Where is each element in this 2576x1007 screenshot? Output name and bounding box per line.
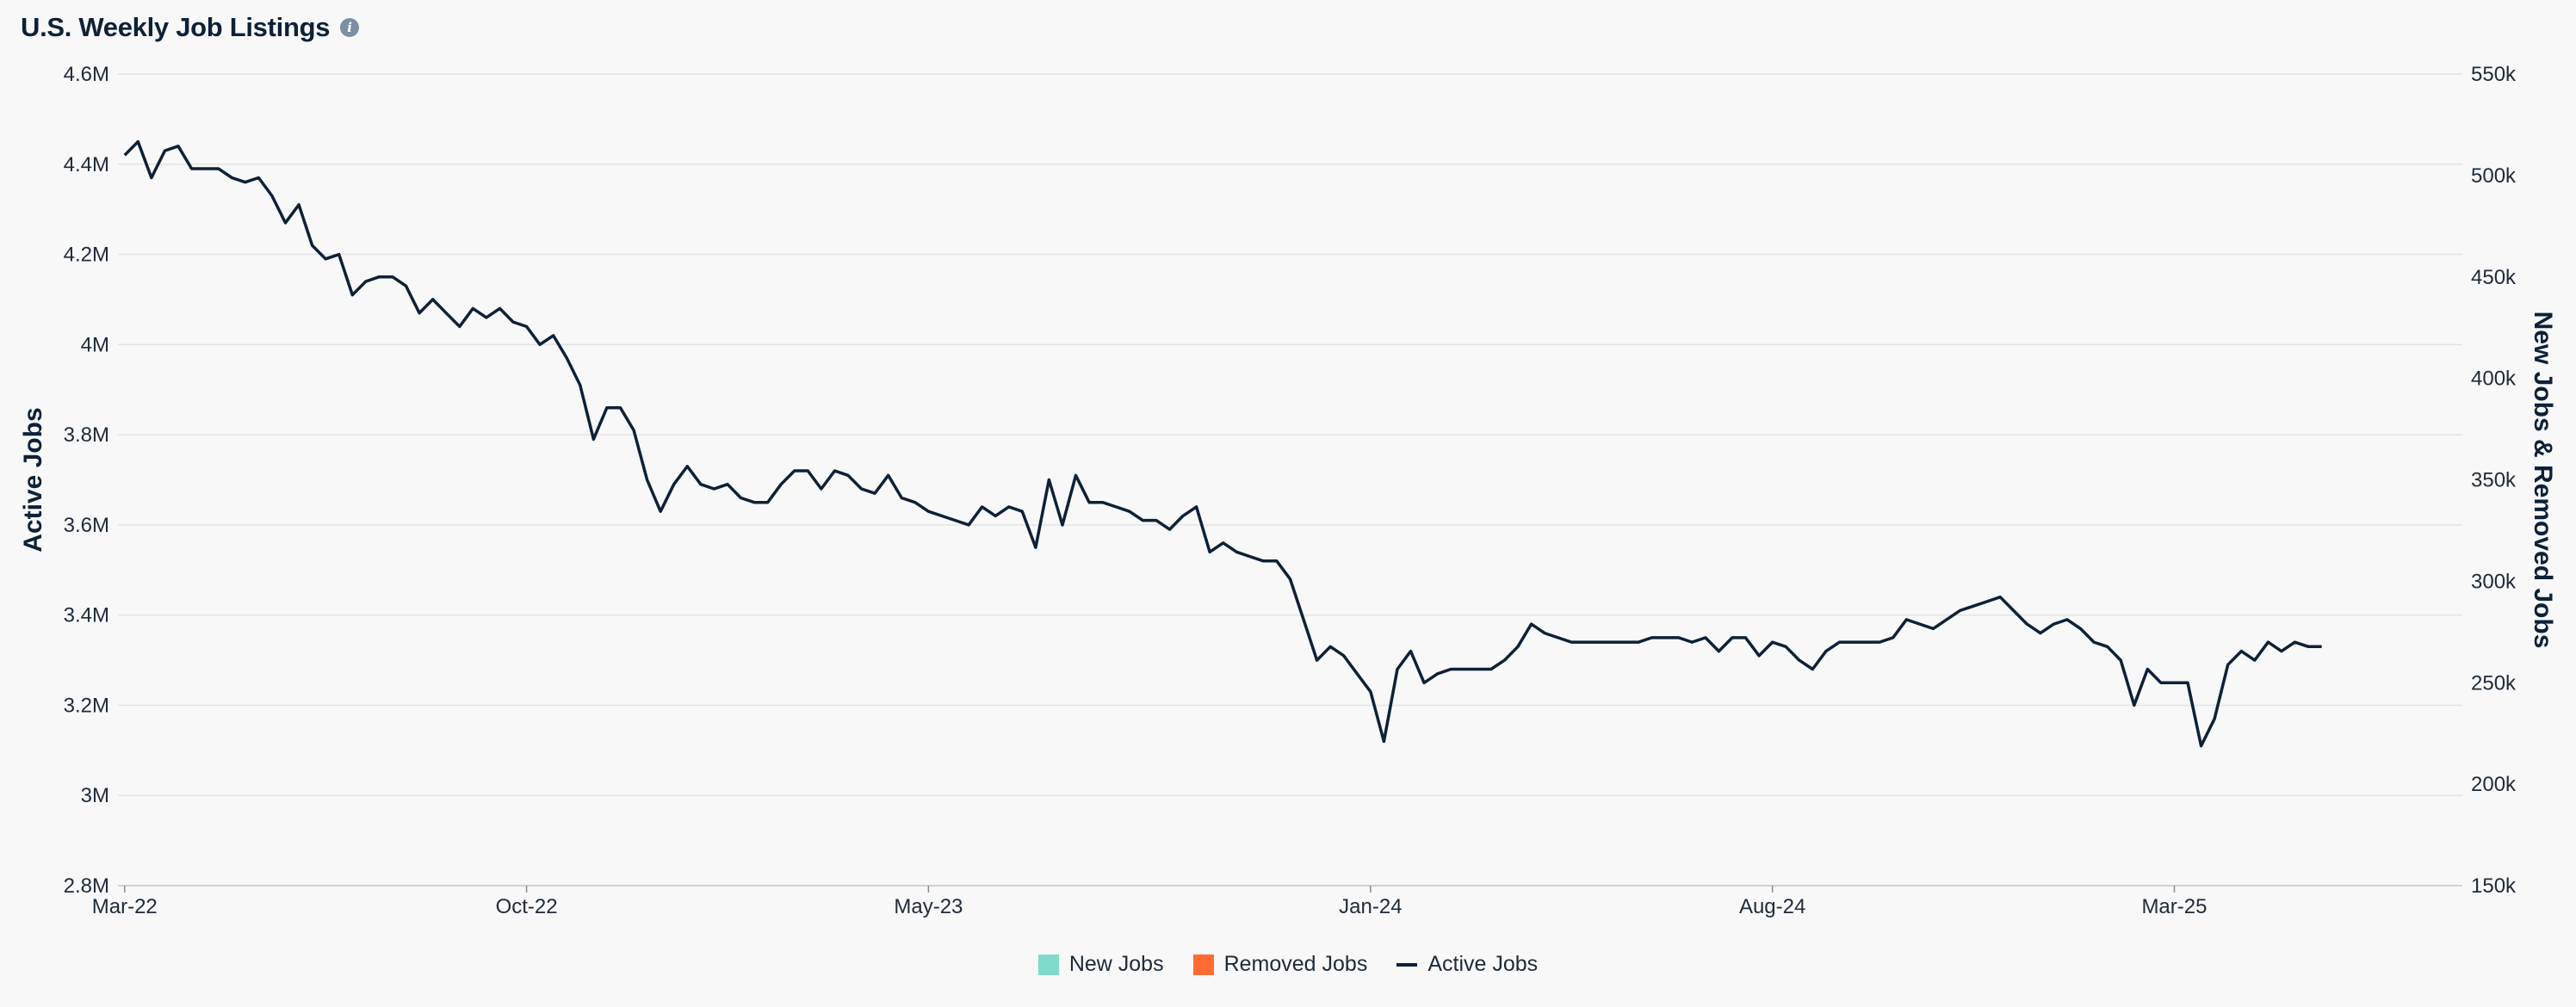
- info-icon[interactable]: i: [340, 18, 360, 37]
- y2-tick-label: 550k: [2471, 63, 2517, 86]
- y2-tick-label: 300k: [2471, 570, 2517, 593]
- x-tick-label: Mar-25: [2141, 895, 2207, 918]
- legend-label-active-jobs: Active Jobs: [1427, 952, 1539, 976]
- y-tick-label: 4.6M: [64, 63, 109, 86]
- y2-tick-label: 200k: [2471, 773, 2517, 796]
- legend-swatch-removed-jobs: [1192, 954, 1214, 975]
- active-jobs-line: [123, 139, 2322, 748]
- x-tick-label: May-23: [894, 895, 963, 918]
- title-row: U.S. Weekly Job Listings i: [21, 12, 360, 43]
- y-tick-label: 2.8M: [64, 874, 109, 898]
- x-tick-label: Oct-22: [496, 895, 558, 918]
- y-tick-label: 4M: [81, 333, 109, 356]
- y2-tick-label: 150k: [2471, 874, 2517, 898]
- y-axis-title: Active Jobs: [19, 407, 47, 552]
- legend-item-removed-jobs[interactable]: Removed Jobs: [1192, 952, 1368, 977]
- legend-label-removed-jobs: Removed Jobs: [1223, 952, 1368, 976]
- x-tick-label: Mar-22: [92, 895, 158, 918]
- y2-tick-label: 500k: [2471, 164, 2517, 188]
- y2-tick-label: 400k: [2471, 368, 2517, 391]
- legend-swatch-active-jobs: [1396, 962, 1418, 967]
- legend-label-new-jobs: New Jobs: [1068, 952, 1164, 976]
- x-tick-label: Jan-24: [1339, 895, 1402, 918]
- y-tick-label: 4.2M: [64, 244, 109, 267]
- y-tick-label: 3.4M: [64, 604, 109, 627]
- chart-title: U.S. Weekly Job Listings: [21, 12, 331, 42]
- y-tick-label: 3.6M: [64, 514, 109, 537]
- x-tick-label: Aug-24: [1739, 895, 1805, 918]
- legend-swatch-new-jobs: [1037, 954, 1059, 975]
- y-tick-label: 3.8M: [64, 423, 109, 447]
- legend-item-active-jobs[interactable]: Active Jobs: [1396, 952, 1538, 977]
- y2-axis-title: New Jobs & Removed Jobs: [2529, 312, 2557, 649]
- y-tick-label: 3.2M: [64, 694, 109, 717]
- y2-tick-label: 350k: [2471, 469, 2517, 492]
- y2-tick-label: 450k: [2471, 266, 2517, 289]
- legend: New Jobs Removed Jobs Active Jobs: [0, 952, 2576, 977]
- legend-item-new-jobs[interactable]: New Jobs: [1037, 952, 1164, 977]
- y-tick-label: 3M: [81, 784, 109, 807]
- y-tick-label: 4.4M: [64, 153, 109, 176]
- y2-tick-label: 250k: [2471, 671, 2517, 695]
